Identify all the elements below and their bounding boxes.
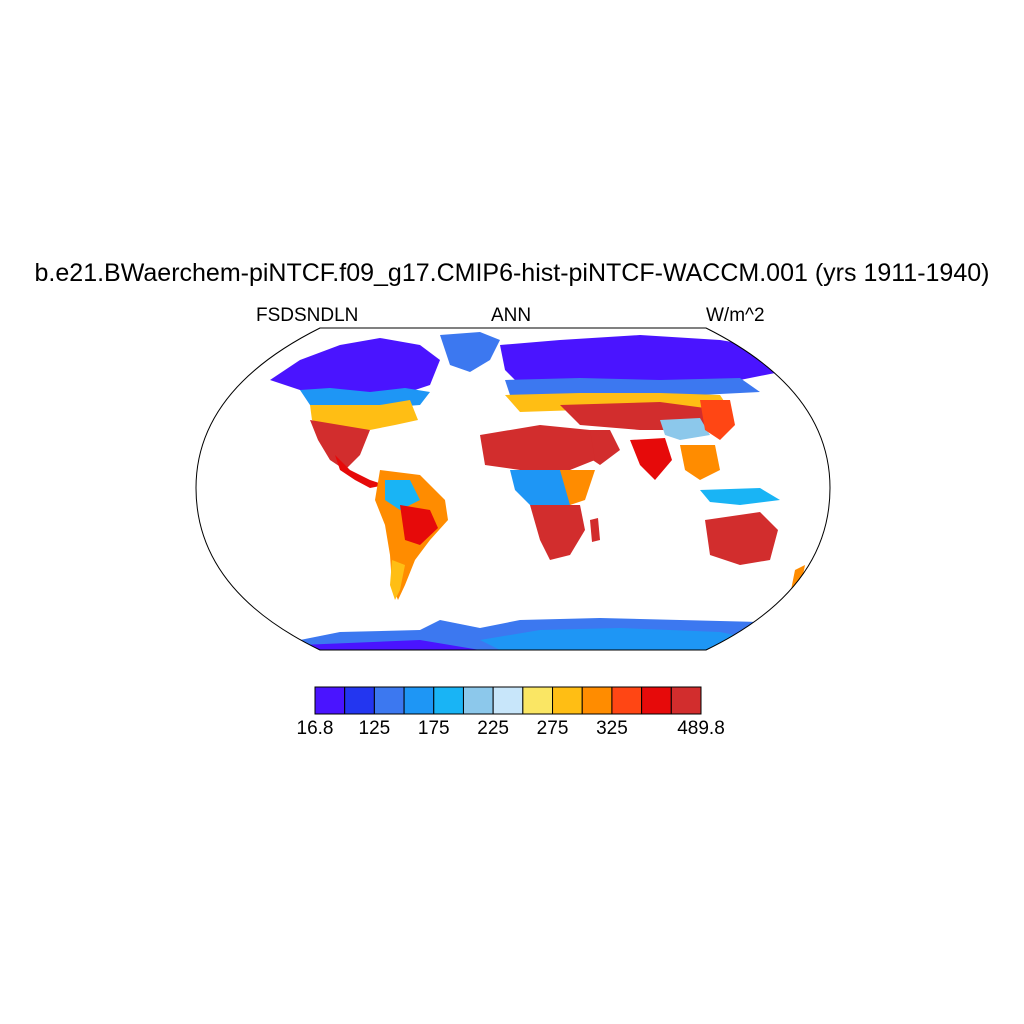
colorbar-box — [344, 686, 375, 715]
sahara — [480, 425, 595, 470]
madagascar — [590, 518, 600, 542]
greenland — [440, 332, 500, 372]
colorbar-box — [462, 686, 494, 715]
colorbar-box — [670, 686, 702, 715]
colorbar-tick-label: 489.8 — [677, 718, 725, 739]
colorbar-tick-label: 325 — [596, 718, 628, 739]
tibet — [660, 418, 710, 440]
season-label: ANN — [491, 305, 532, 326]
colorbar-tick-label: 175 — [417, 718, 450, 739]
plot-title: b.e21.BWaerchem-piNTCF.f09_g17.CMIP6-his… — [34, 259, 990, 287]
globe-outline — [195, 327, 831, 651]
colorbar-tick-label: 225 — [477, 718, 509, 739]
colorbar-box — [552, 686, 583, 715]
east-asia — [700, 400, 735, 440]
variable-label: FSDSNDLN — [256, 305, 359, 326]
central-africa — [510, 470, 580, 510]
colorbar-box — [314, 686, 346, 715]
colorbar-box — [403, 686, 435, 715]
colorbar-box — [611, 686, 643, 715]
north-america-temperate — [310, 400, 418, 430]
colorbar-box — [433, 686, 464, 715]
southeast-asia — [680, 445, 720, 480]
units-label: W/m^2 — [706, 305, 765, 326]
india — [630, 438, 672, 480]
antarctica-edge — [280, 640, 480, 650]
australia — [705, 512, 778, 565]
north-america-south — [310, 420, 370, 470]
east-africa — [560, 470, 595, 505]
indonesia — [700, 488, 780, 505]
colorbar-box — [641, 686, 672, 715]
colorbar-tick-label: 125 — [358, 718, 391, 739]
colorbar-box — [581, 686, 613, 715]
south-america-interior — [400, 505, 438, 545]
north-america-arctic — [270, 338, 440, 400]
colorbar-box — [373, 686, 405, 715]
colorbar-box — [522, 686, 554, 715]
southern-africa — [530, 505, 585, 560]
antarctica-interior — [480, 628, 760, 650]
patagonia — [390, 560, 405, 600]
eurasia-arctic — [500, 335, 790, 385]
eurasia-boreal — [505, 378, 760, 398]
colorbar-tick-label: 275 — [536, 718, 569, 739]
amazon — [385, 480, 420, 510]
colorbar-tick-label: 16.8 — [296, 718, 334, 739]
colorbar-box — [492, 686, 524, 715]
